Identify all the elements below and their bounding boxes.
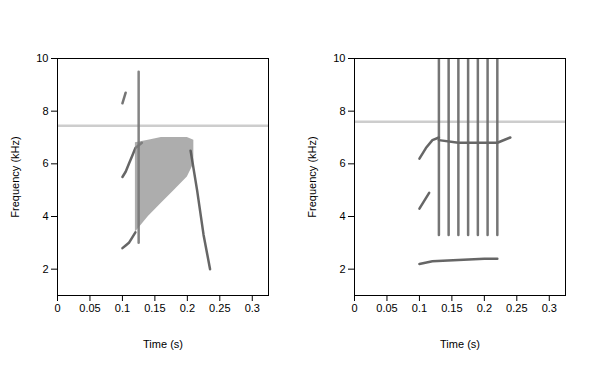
svg-text:0: 0 <box>54 302 60 314</box>
svg-text:6: 6 <box>339 157 345 169</box>
svg-text:10: 10 <box>36 52 48 64</box>
svg-text:Frequency (kHz): Frequency (kHz) <box>9 136 21 217</box>
svg-text:0.2: 0.2 <box>477 302 492 314</box>
svg-text:0.3: 0.3 <box>542 302 557 314</box>
svg-text:0.15: 0.15 <box>441 302 462 314</box>
svg-text:0.2: 0.2 <box>180 302 195 314</box>
svg-text:8: 8 <box>339 105 345 117</box>
svg-text:0.25: 0.25 <box>209 302 230 314</box>
svg-text:0.3: 0.3 <box>245 302 260 314</box>
svg-text:6: 6 <box>42 157 48 169</box>
svg-text:4: 4 <box>339 210 345 222</box>
svg-text:0.05: 0.05 <box>376 302 397 314</box>
svg-text:Time (s): Time (s) <box>143 338 183 350</box>
svg-text:Frequency (kHz): Frequency (kHz) <box>306 136 318 217</box>
svg-text:0.1: 0.1 <box>115 302 130 314</box>
svg-text:0: 0 <box>351 302 357 314</box>
svg-text:2: 2 <box>42 263 48 275</box>
svg-text:0.15: 0.15 <box>144 302 165 314</box>
svg-text:10: 10 <box>333 52 345 64</box>
svg-text:0.25: 0.25 <box>506 302 527 314</box>
svg-text:8: 8 <box>42 105 48 117</box>
svg-text:Time (s): Time (s) <box>440 338 480 350</box>
svg-text:0.1: 0.1 <box>412 302 427 314</box>
svg-text:2: 2 <box>339 263 345 275</box>
svg-text:0.05: 0.05 <box>79 302 100 314</box>
svg-text:4: 4 <box>42 210 48 222</box>
